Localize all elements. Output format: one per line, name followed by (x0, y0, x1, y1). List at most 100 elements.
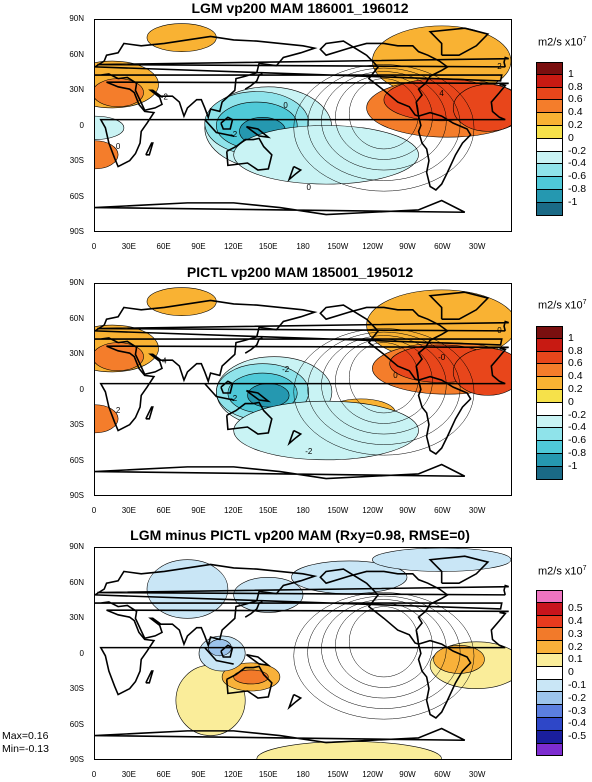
lat-tick-label: 30S (69, 684, 84, 693)
lon-tick-label: 150E (258, 770, 278, 779)
lon-tick-label: 150W (327, 506, 349, 515)
colorbar-swatch (536, 628, 563, 642)
colorbar-swatch (536, 202, 563, 216)
colorbar-label: 0.2 (568, 640, 583, 653)
colorbar-label: -0.6 (568, 434, 587, 447)
colorbar-label: -0.6 (568, 170, 587, 183)
coastline (145, 406, 154, 420)
contour-label: -2 (161, 93, 169, 102)
map-field: 0 4 -2 0 -2 2 0 (95, 23, 511, 216)
lat-tick-label: 60N (69, 49, 84, 59)
colorbar-swatch (536, 641, 563, 654)
contour-line (293, 592, 475, 720)
lon-tick-label: 180 (296, 770, 310, 779)
contour-label: -2 (305, 447, 313, 456)
colorbar-label: 1 (568, 67, 574, 80)
colorbar-label: 0.2 (568, 383, 583, 395)
lon-tick-label: 90W (399, 242, 416, 251)
colorbar-swatch (536, 113, 563, 126)
colorbar-label: 0 (568, 395, 574, 408)
lat-tick-label: 60S (69, 455, 84, 465)
lat-tick-label: 30N (69, 349, 84, 358)
colorbar-swatch (536, 692, 563, 706)
coastline (225, 665, 273, 699)
contour-label: -2 (230, 394, 238, 403)
coastline (225, 401, 273, 435)
field-region (233, 400, 419, 461)
field-region (372, 548, 511, 572)
coastline (99, 81, 509, 168)
colorbar-swatch (536, 74, 563, 88)
colorbar-swatch (536, 126, 563, 139)
coastline (145, 142, 154, 156)
colorbar-swatch (536, 602, 563, 616)
field-region (433, 644, 485, 674)
lat-tick-label: 90N (69, 542, 84, 551)
colorbar-label: 0.4 (568, 370, 583, 383)
lon-tick-label: 120E (223, 770, 243, 779)
lat-tick-label: 0 (79, 648, 84, 658)
colorbar-swatch (536, 338, 563, 352)
lon-tick-label: 0 (91, 770, 97, 779)
colorbar-label: -0.4 (568, 717, 587, 730)
colorbar-swatch (536, 428, 563, 442)
lon-tick-label: 60W (434, 506, 451, 515)
lon-tick-label: 90W (399, 770, 416, 779)
lat-tick-label: 90S (69, 491, 84, 500)
lat-tick-label: 30N (69, 613, 84, 622)
contour-label: 2 (116, 406, 121, 415)
colorbar-swatch (536, 364, 563, 378)
colorbar-swatch (536, 402, 563, 416)
colorbar-label: 0 (568, 666, 574, 679)
coastline (95, 463, 466, 480)
colorbar-unit: m2/s x107 (538, 299, 587, 312)
contour-label: 4 (439, 89, 444, 98)
coastline (99, 609, 509, 696)
panel-title: LGM minus PICTL vp200 MAM (Rxy=0.98, RMS… (130, 527, 470, 543)
coastline (245, 653, 272, 667)
coastline (417, 111, 472, 191)
colorbar-label: 0.4 (568, 615, 583, 627)
colorbar-swatch (536, 87, 563, 101)
lat-tick-label: 90S (69, 227, 84, 236)
lon-tick-label: 90E (191, 506, 206, 515)
contour-line (321, 335, 447, 435)
contour-label: 0 (283, 101, 288, 110)
contour-label: -0 (438, 353, 446, 362)
colorbar-swatch (536, 730, 563, 744)
map-field (95, 548, 511, 759)
contour-label: 0 (307, 183, 312, 192)
coastline (95, 199, 466, 216)
coastline (220, 116, 234, 130)
lat-tick-label: 60N (69, 577, 84, 587)
colorbar-swatch (536, 164, 563, 178)
contour-label: 4 (162, 357, 167, 366)
colorbar-label: -0.3 (568, 704, 587, 717)
lon-tick-label: 0 (91, 506, 97, 515)
lon-tick-label: 30E (121, 770, 136, 779)
lon-tick-label: 150E (258, 506, 278, 515)
coastline (97, 56, 509, 68)
coastline (245, 125, 272, 139)
coastline (428, 291, 490, 320)
colorbar-swatch (536, 62, 563, 75)
colorbar-label: -1 (568, 195, 578, 208)
lon-tick-label: 60E (156, 770, 171, 779)
colorbar-unit: m2/s x107 (538, 565, 587, 578)
contour-line (335, 602, 433, 688)
field-region (233, 125, 419, 185)
lon-tick-label: 120W (362, 770, 384, 779)
map-plot: 0 4 -2 0 -2 2 0 (94, 19, 512, 232)
colorbar-label: 0.2 (568, 119, 583, 131)
colorbar-swatch (536, 679, 563, 693)
colorbar-label: -0.1 (568, 679, 587, 691)
lon-tick-label: 30E (121, 242, 136, 251)
colorbar-label: -0.8 (568, 447, 587, 459)
lon-tick-label: 30W (468, 242, 486, 251)
lon-tick-label: 90E (191, 242, 206, 251)
colorbar-swatch (536, 654, 563, 667)
lon-tick-label: 120E (223, 506, 243, 515)
lat-tick-label: 60S (69, 719, 84, 729)
lat-tick-label: 60N (69, 313, 84, 323)
colorbar-swatch (536, 718, 563, 731)
